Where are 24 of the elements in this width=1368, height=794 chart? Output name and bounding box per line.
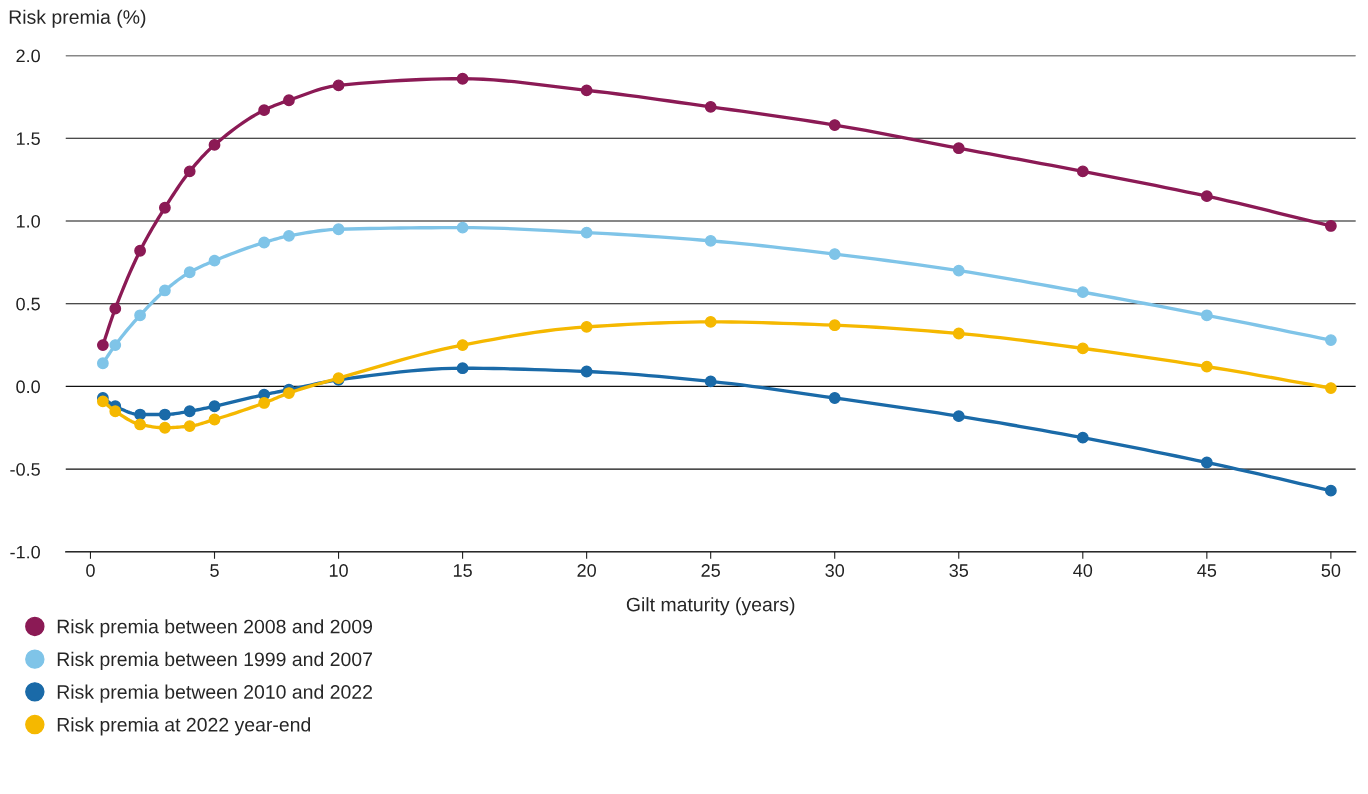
legend-label: Risk premia between 2008 and 2009 [57,619,373,638]
x-tick-label: 0 [86,564,95,577]
legend-label: Risk premia between 1999 and 2007 [57,651,372,670]
x-tick-label: 5 [210,564,219,577]
x-tick-label: 10 [329,564,348,577]
x-tick-label: 20 [577,564,596,577]
y-tick-label: 1.0 [16,214,40,228]
x-tick-label: 25 [701,564,720,577]
x-tick-label: 30 [825,564,845,577]
x-tick-label: 50 [1321,564,1341,577]
y-tick-label: 2.0 [16,49,40,63]
x-tick-label: 15 [453,564,472,577]
y-tick-label: 1.5 [16,132,40,146]
x-tick-label: 35 [949,564,969,577]
y-tick-label: -0.5 [10,463,40,476]
legend-label: Risk premia between 2010 and 2022 [57,684,372,703]
y-tick-label: -1.0 [10,545,40,559]
x-axis-title: Gilt maturity (years) [626,597,795,616]
y-axis-title: Risk premia (%) [9,9,146,28]
y-tick-label: 0.0 [16,380,40,394]
x-tick-label: 45 [1197,564,1217,577]
legend-label: Risk premia at 2022 year-end [57,717,311,736]
y-tick-label: 0.5 [16,297,40,311]
x-tick-label: 40 [1073,564,1093,577]
